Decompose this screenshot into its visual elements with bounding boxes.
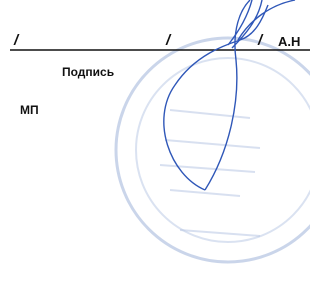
stamp-inner-ring xyxy=(136,58,310,242)
signature xyxy=(164,0,295,190)
slash-mark: / xyxy=(166,32,170,49)
stamp-text-lines xyxy=(160,110,260,236)
stamp-outer-ring xyxy=(116,38,310,262)
slash-mark: / xyxy=(14,32,18,49)
document-fragment: / / / А.Н Подпись МП xyxy=(0,0,310,293)
stamp-label: МП xyxy=(20,103,39,117)
stamp-and-signature xyxy=(0,0,310,293)
slash-mark: / xyxy=(258,32,262,49)
signature-label: Подпись xyxy=(62,65,114,79)
signer-name: А.Н xyxy=(278,34,300,49)
